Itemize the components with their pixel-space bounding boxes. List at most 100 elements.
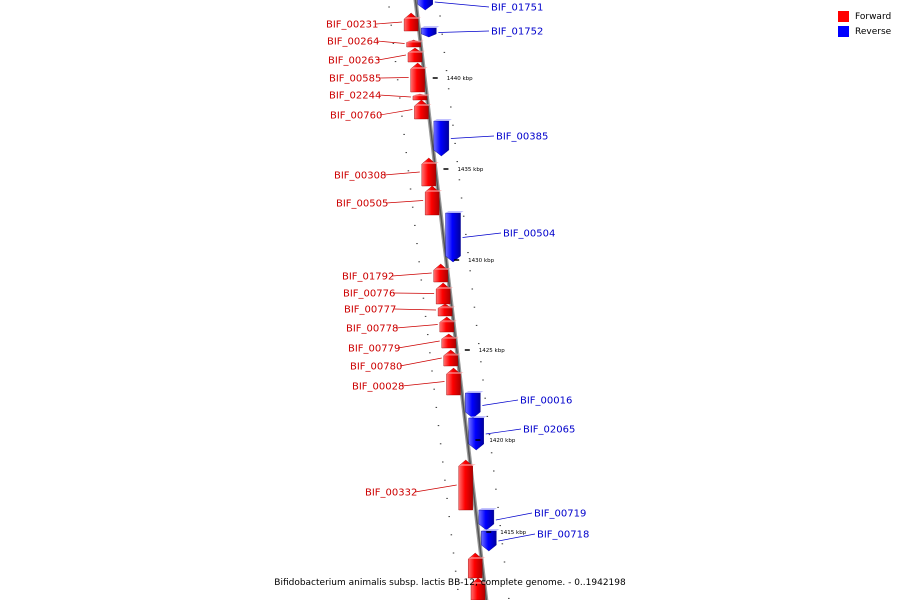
gene-bevel <box>410 67 428 69</box>
gene-bif_00718 <box>481 529 500 552</box>
label-leader <box>434 1 490 8</box>
gene-bif_00780 <box>443 349 461 367</box>
legend: Forward Reverse <box>838 9 891 39</box>
forward-gene-arrow <box>410 62 425 93</box>
label-leader <box>379 109 413 116</box>
gene-bevel <box>406 40 424 43</box>
label-leader <box>385 200 424 204</box>
gene-bif_00777 <box>437 303 456 317</box>
gene-bevel <box>421 26 440 28</box>
gene-unlabelled <box>468 552 486 579</box>
gene-label-bif_00779: BIF_00779 <box>348 344 400 355</box>
tick-label: 1430 kbp <box>468 258 494 264</box>
reverse-gene-arrow <box>433 120 450 157</box>
gene-label-bif_00718: BIF_00718 <box>537 530 589 541</box>
label-leader <box>378 94 411 98</box>
reverse-gene-arrow <box>445 212 461 263</box>
backbone <box>414 0 488 600</box>
gene-label-bif_01751: BIF_01751 <box>491 3 543 14</box>
forward-gene-arrow <box>424 185 440 216</box>
label-leader <box>498 533 536 542</box>
gene-bif_00308 <box>421 157 439 187</box>
gene-bevel <box>412 94 430 97</box>
gene-label-bif_00504: BIF_00504 <box>503 229 555 240</box>
tick-label: 1435 kbp <box>457 167 483 173</box>
gene-bif_00585 <box>410 62 428 93</box>
tick-label: 1420 kbp <box>489 438 515 444</box>
reverse-gene-arrow <box>421 27 437 38</box>
label-leader <box>378 77 409 79</box>
gene-label-bif_00231: BIF_00231 <box>326 20 378 31</box>
reverse-gene-arrow <box>481 530 497 552</box>
gene-label-bif_00028: BIF_00028 <box>352 382 404 393</box>
gene-bif_00719 <box>478 508 497 531</box>
legend-forward: Forward <box>838 9 891 24</box>
gene-bevel <box>425 190 443 192</box>
gene-label-bif_00776: BIF_00776 <box>343 289 395 300</box>
gene-bevel <box>468 557 486 559</box>
gene-bif_00779 <box>441 333 459 349</box>
label-leader <box>377 54 407 61</box>
label-leader <box>482 399 519 406</box>
gene-bif_00504 <box>445 211 464 263</box>
gene-label-bif_00016: BIF_00016 <box>520 396 572 407</box>
legend-reverse: Reverse <box>838 24 891 39</box>
forward-gene-arrow <box>421 157 436 187</box>
forward-gene-arrow <box>446 367 461 396</box>
gene-bif_00231 <box>403 12 422 32</box>
gene-bevel <box>421 162 439 164</box>
label-leader <box>395 324 438 329</box>
gene-bif_01751 <box>417 0 433 11</box>
gene-bif_00263 <box>407 47 425 63</box>
label-leader <box>401 381 445 387</box>
gene-label-bif_00263: BIF_00263 <box>328 56 380 67</box>
gene-label-bif_00777: BIF_00777 <box>344 305 396 316</box>
reverse-gene-arrow <box>468 417 484 451</box>
tick-label: 1415 kbp <box>500 530 526 536</box>
label-leader <box>391 272 432 277</box>
label-leader <box>393 308 437 311</box>
gene-bevel <box>433 119 452 121</box>
gene-bevel <box>433 268 451 270</box>
forward-gene-arrow <box>458 459 473 511</box>
figure-caption: Bifidobacterium animalis subsp. lactis B… <box>274 578 626 588</box>
label-leader <box>462 232 502 238</box>
gene-bif_00778 <box>439 316 457 333</box>
gene-label-bif_00585: BIF_00585 <box>329 74 381 85</box>
gene-bevel <box>436 287 454 289</box>
gene-bevel <box>438 306 456 309</box>
gene-label-bif_01752: BIF_01752 <box>491 27 543 38</box>
gene-bif_00264 <box>406 39 424 48</box>
gene-label-bif_00308: BIF_00308 <box>334 171 386 182</box>
label-leader <box>485 428 522 435</box>
gene-bif_00776 <box>435 282 454 305</box>
gene-label-bif_01792: BIF_01792 <box>342 272 394 283</box>
gene-bif_02244 <box>412 93 430 101</box>
gene-bevel <box>445 211 464 213</box>
legend-forward-label: Forward <box>855 11 892 22</box>
gene-label-bif_00505: BIF_00505 <box>336 199 388 210</box>
gene-bif_01752 <box>421 26 440 38</box>
forward-swatch <box>838 11 849 22</box>
label-leader <box>414 484 457 493</box>
forward-gene-arrow <box>468 552 483 579</box>
gene-bevel <box>478 508 497 510</box>
label-leader <box>375 21 403 25</box>
gene-label-bif_00780: BIF_00780 <box>350 362 402 373</box>
gene-label-bif_00719: BIF_00719 <box>534 509 586 520</box>
gene-label-bif_00760: BIF_00760 <box>330 111 382 122</box>
gene-bif_02065 <box>468 416 487 451</box>
gene-label-bif_00332: BIF_00332 <box>365 488 417 499</box>
gene-label-bif_02244: BIF_02244 <box>329 91 381 102</box>
gene-label-bif_00264: BIF_00264 <box>327 37 379 48</box>
gene-bevel <box>471 582 489 584</box>
gene-bevel <box>458 464 476 466</box>
legend-reverse-label: Reverse <box>855 26 892 37</box>
gene-bevel <box>465 391 484 393</box>
gene-bif_00028 <box>446 367 464 396</box>
gene-bevel <box>443 353 461 356</box>
gene-bevel <box>468 416 487 418</box>
gene-bif_00385 <box>433 119 452 157</box>
reverse-gene-arrow <box>465 392 481 419</box>
